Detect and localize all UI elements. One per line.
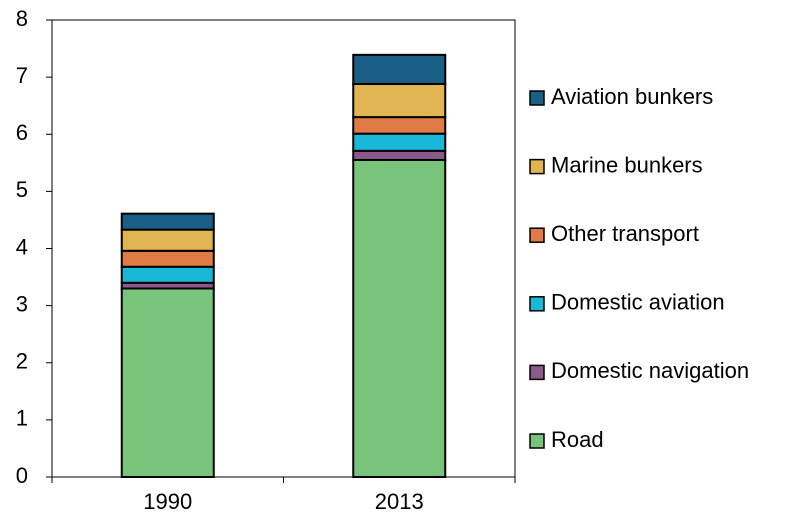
legend-swatch — [529, 227, 545, 243]
bar-segment — [352, 149, 447, 161]
y-tick-label: 4 — [16, 234, 28, 259]
legend-swatch — [529, 90, 545, 106]
bar-segment — [120, 265, 215, 284]
y-tick-label: 7 — [16, 63, 28, 88]
legend-label: Domestic navigation — [551, 358, 749, 383]
bar-segment — [352, 116, 447, 135]
legend-label: Road — [551, 427, 604, 452]
y-tick-label: 5 — [16, 177, 28, 202]
bar-segment — [352, 158, 447, 479]
bar-segment — [120, 287, 215, 478]
legend-label: Marine bunkers — [551, 152, 703, 177]
y-tick-label: 6 — [16, 120, 28, 145]
legend-swatch — [529, 433, 545, 449]
legend-label: Aviation bunkers — [551, 84, 713, 109]
legend-swatch — [529, 158, 545, 175]
bar-segment — [352, 53, 447, 85]
legend-label: Domestic aviation — [551, 290, 725, 315]
bar-segment — [352, 82, 447, 119]
bar-segment — [120, 212, 215, 231]
y-tick-label: 0 — [16, 463, 28, 488]
x-tick-label: 1990 — [143, 489, 192, 514]
y-tick-label: 2 — [16, 349, 28, 374]
y-tick-label: 8 — [16, 6, 28, 31]
bar-segment — [120, 249, 215, 268]
bar-segment — [352, 132, 447, 152]
x-tick-label: 2013 — [375, 489, 424, 514]
legend-swatch — [529, 364, 545, 381]
legend-label: Other transport — [551, 221, 699, 246]
bar-segment — [120, 228, 215, 252]
legend-swatch — [529, 296, 545, 312]
y-tick-label: 3 — [16, 291, 28, 316]
y-tick-label: 1 — [16, 406, 28, 431]
